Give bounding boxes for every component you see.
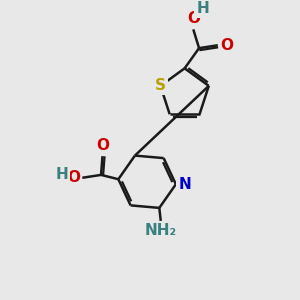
Text: NH₂: NH₂ <box>145 223 177 238</box>
Text: O: O <box>67 170 80 185</box>
Text: H: H <box>196 1 209 16</box>
Text: O: O <box>96 138 109 153</box>
Text: S: S <box>155 78 166 93</box>
Text: O: O <box>187 11 200 26</box>
Text: H: H <box>55 167 68 182</box>
Text: N: N <box>178 177 191 192</box>
Text: O: O <box>220 38 233 53</box>
